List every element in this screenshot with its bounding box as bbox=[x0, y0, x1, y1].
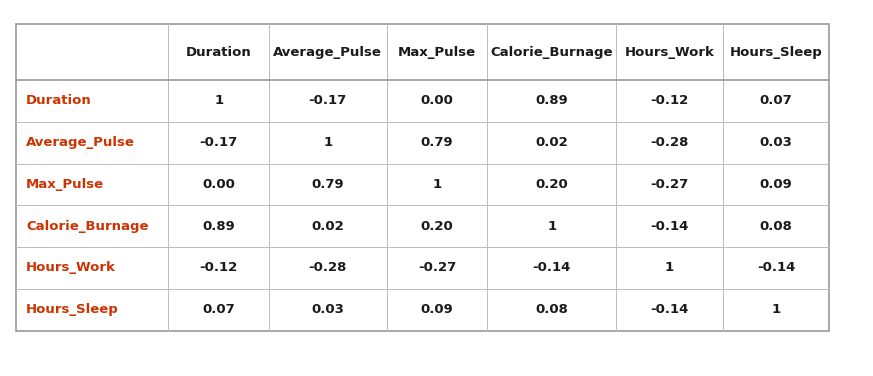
Text: 0.03: 0.03 bbox=[312, 303, 344, 316]
Text: 1: 1 bbox=[665, 261, 674, 274]
Text: Calorie_Burnage: Calorie_Burnage bbox=[26, 220, 148, 233]
Text: 0.20: 0.20 bbox=[535, 178, 568, 191]
Text: -0.27: -0.27 bbox=[650, 178, 689, 191]
Text: 0.07: 0.07 bbox=[203, 303, 235, 316]
Text: 1: 1 bbox=[432, 178, 442, 191]
Text: 0.03: 0.03 bbox=[760, 136, 793, 149]
Text: 0.07: 0.07 bbox=[760, 94, 793, 108]
Text: 0.89: 0.89 bbox=[203, 220, 235, 233]
Text: -0.12: -0.12 bbox=[650, 94, 689, 108]
Text: -0.14: -0.14 bbox=[650, 220, 689, 233]
Text: 0.02: 0.02 bbox=[312, 220, 344, 233]
Text: Hours_Sleep: Hours_Sleep bbox=[730, 46, 822, 59]
Text: -0.28: -0.28 bbox=[650, 136, 689, 149]
Text: 1: 1 bbox=[772, 303, 780, 316]
Text: Max_Pulse: Max_Pulse bbox=[26, 178, 104, 191]
Text: -0.28: -0.28 bbox=[309, 261, 347, 274]
Text: Max_Pulse: Max_Pulse bbox=[398, 46, 476, 59]
Text: 0.79: 0.79 bbox=[312, 178, 344, 191]
Text: Average_Pulse: Average_Pulse bbox=[26, 136, 135, 149]
Text: 0.08: 0.08 bbox=[760, 220, 793, 233]
Text: Duration: Duration bbox=[186, 46, 251, 59]
Text: -0.14: -0.14 bbox=[757, 261, 795, 274]
Text: -0.14: -0.14 bbox=[650, 303, 689, 316]
Text: -0.17: -0.17 bbox=[200, 136, 237, 149]
Text: 0.09: 0.09 bbox=[760, 178, 793, 191]
Text: 0.20: 0.20 bbox=[421, 220, 453, 233]
Text: 0.89: 0.89 bbox=[535, 94, 568, 108]
Text: -0.12: -0.12 bbox=[200, 261, 237, 274]
Text: 1: 1 bbox=[214, 94, 223, 108]
Text: -0.27: -0.27 bbox=[418, 261, 456, 274]
Bar bbox=[16, 24, 829, 331]
Text: 1: 1 bbox=[547, 220, 556, 233]
Text: 0.02: 0.02 bbox=[535, 136, 568, 149]
Text: 1: 1 bbox=[323, 136, 333, 149]
Text: 0.08: 0.08 bbox=[535, 303, 568, 316]
Text: Average_Pulse: Average_Pulse bbox=[273, 46, 382, 59]
Text: -0.14: -0.14 bbox=[533, 261, 571, 274]
Text: Hours_Work: Hours_Work bbox=[625, 46, 714, 59]
Text: 0.09: 0.09 bbox=[421, 303, 453, 316]
Text: 0.00: 0.00 bbox=[421, 94, 453, 108]
Text: Hours_Sleep: Hours_Sleep bbox=[26, 303, 119, 316]
Text: -0.17: -0.17 bbox=[309, 94, 347, 108]
Text: Calorie_Burnage: Calorie_Burnage bbox=[491, 46, 613, 59]
Text: Hours_Work: Hours_Work bbox=[26, 261, 116, 274]
Text: 0.79: 0.79 bbox=[421, 136, 453, 149]
Text: 0.00: 0.00 bbox=[203, 178, 235, 191]
Text: Duration: Duration bbox=[26, 94, 92, 108]
